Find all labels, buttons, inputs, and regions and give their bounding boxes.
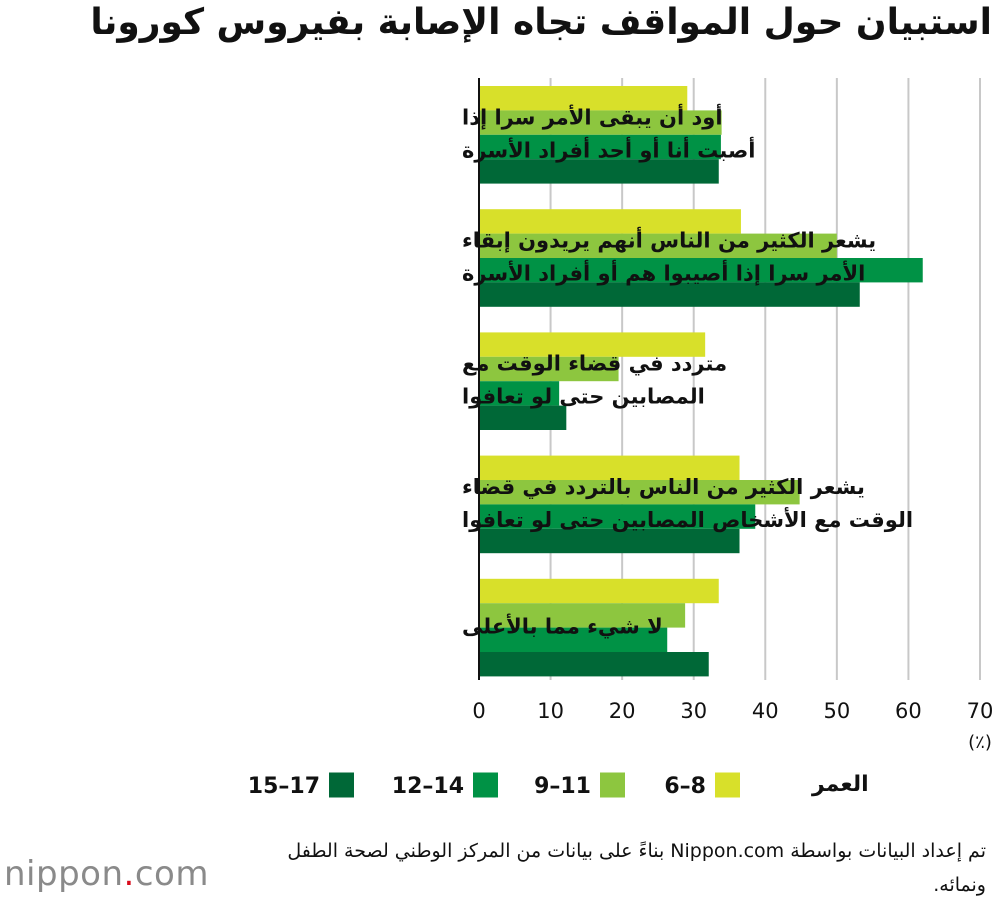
legend-label: 12–14 <box>392 774 464 799</box>
x-tick-label: 0 <box>472 699 485 723</box>
nippon-logo: nippon.com <box>4 854 209 894</box>
category-label: متردد في قضاء الوقت مع <box>462 352 727 376</box>
legend-label: 6–8 <box>664 774 706 799</box>
bar-9-11-cat-5 <box>479 603 686 628</box>
legend-label: 15–17 <box>248 774 320 799</box>
category-label: أود أن يبقى الأمر سرا إذا <box>462 102 723 129</box>
category-label: الأمر سرا إذا أصيبوا هم أو أفراد الأسرة <box>462 259 865 286</box>
x-tick-label: 10 <box>537 699 564 723</box>
bar-6-8-cat-3 <box>479 332 706 357</box>
category-label: يشعر الكثير من الناس أنهم يريدون إبقاء <box>462 226 876 253</box>
bar-15-17-cat-4 <box>479 528 740 554</box>
legend-swatch-9-11 <box>600 772 625 798</box>
brand-name: nippon <box>4 854 124 894</box>
category-label: يشعر الكثير من الناس بالتردد في قضاء <box>462 475 865 499</box>
bar-15-17-cat-3 <box>479 405 567 430</box>
legend-title: العمر <box>811 772 869 797</box>
x-tick-label: 70 <box>967 699 994 723</box>
category-label: المصابين حتى لو تعافوا <box>462 385 705 409</box>
bar-12-14-cat-5 <box>479 627 668 652</box>
x-tick-label: 20 <box>609 699 636 723</box>
bar-12-14-cat-3 <box>479 381 560 406</box>
bar-15-17-cat-2 <box>479 282 860 307</box>
bar-6-8-cat-2 <box>479 209 741 234</box>
bar-9-11-cat-3 <box>479 356 619 382</box>
brand-suffix: com <box>134 854 209 894</box>
x-tick-label: 40 <box>752 699 779 723</box>
bar-9-11-cat-1 <box>479 110 722 135</box>
bar-9-11-cat-4 <box>479 480 800 505</box>
category-label: الوقت مع الأشخاص المصابين حتى لو تعافوا <box>462 506 913 532</box>
legend-label: 9–11 <box>534 774 591 799</box>
legend-swatch-12-14 <box>473 772 498 798</box>
bar-15-17-cat-1 <box>479 159 719 184</box>
category-label: أصبت أنا أو أحد أفراد الأسرة <box>462 135 755 162</box>
x-tick-label: 60 <box>895 699 922 723</box>
bar-12-14-cat-2 <box>479 258 923 283</box>
x-tick-label: 50 <box>823 699 850 723</box>
bar-6-8-cat-1 <box>479 86 688 111</box>
category-label: لا شيء مما بالأعلى <box>462 613 663 639</box>
source-note: تم إعداد البيانات بواسطة Nippon.com بناء… <box>287 840 986 896</box>
bar-6-8-cat-5 <box>479 578 719 604</box>
brand-dot: . <box>123 854 135 894</box>
unit-label: (٪) <box>968 732 992 753</box>
bar-12-14-cat-4 <box>479 504 756 529</box>
legend-swatch-15-17 <box>329 772 354 798</box>
x-tick-label: 30 <box>680 699 707 723</box>
legend-swatch-6-8 <box>715 772 740 798</box>
bar-6-8-cat-4 <box>479 455 740 480</box>
bar-chart: أود أن يبقى الأمر سرا إذا أصبت أنا أو أحد… <box>248 78 994 799</box>
bar-15-17-cat-5 <box>479 652 709 677</box>
chart-title: استبيان حول المواقف تجاه الإصابة بفيروس … <box>90 2 992 43</box>
bar-9-11-cat-2 <box>479 233 837 258</box>
bar-12-14-cat-1 <box>479 134 721 160</box>
